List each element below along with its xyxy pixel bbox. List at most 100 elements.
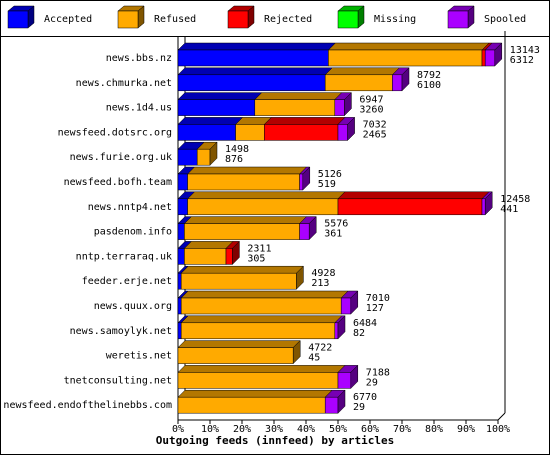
bar-segment	[392, 74, 403, 92]
bar-segment	[177, 124, 236, 141]
x-tick-label: 0%	[172, 424, 184, 435]
legend-label: Rejected	[264, 14, 312, 25]
bar-segment	[177, 173, 188, 191]
x-tick-label: 50%	[329, 424, 347, 435]
bar-segment	[177, 322, 182, 340]
accepted-label: 441	[500, 204, 518, 215]
bar-segment	[264, 124, 339, 141]
bar-segment	[196, 148, 211, 166]
bar-top	[254, 92, 343, 100]
x-tick-label: 90%	[457, 424, 475, 435]
bar-segment	[299, 173, 304, 191]
bar-side	[350, 364, 359, 390]
bar-segment	[177, 198, 188, 216]
legend-label: Missing	[374, 14, 416, 25]
offered-label: 5126	[318, 169, 342, 180]
bar-side	[347, 116, 355, 142]
accepted-label: 305	[247, 253, 265, 264]
bar-segment	[177, 372, 339, 389]
bar-segment	[177, 396, 326, 414]
bar-top	[177, 92, 263, 100]
accepted-label: 361	[324, 229, 342, 240]
legend-swatch	[447, 10, 469, 29]
y-tick-label: news.furie.org.uk	[70, 152, 172, 163]
offered-label: 1498	[225, 144, 249, 155]
bar-segment	[299, 223, 310, 240]
bar-top	[177, 340, 301, 348]
y-tick-label: feeder.erje.net	[82, 276, 172, 287]
bar-top	[327, 42, 490, 51]
x-tick-label: 80%	[425, 424, 443, 435]
y-tick-label: newsfeed.bofh.team	[64, 177, 172, 188]
bar-segment	[180, 322, 336, 340]
bar-segment	[177, 99, 256, 116]
bar-segment	[177, 272, 182, 290]
bar-segment	[481, 49, 486, 67]
bar-segment	[177, 49, 329, 67]
bar-top	[177, 365, 346, 373]
accepted-label: 876	[225, 154, 243, 165]
offered-label: 6770	[353, 392, 377, 403]
legend-swatch	[7, 10, 29, 29]
offered-label: 8792	[417, 70, 441, 81]
bar-segment	[184, 248, 227, 265]
bar-side	[350, 290, 359, 315]
legend-swatch	[117, 10, 139, 29]
legend-label: Refused	[154, 14, 196, 25]
bar-top	[177, 117, 244, 125]
bar-top	[183, 241, 234, 249]
offered-label: 6947	[359, 95, 383, 106]
bar-side	[337, 389, 346, 414]
legend-label: Spooled	[484, 14, 526, 25]
accepted-label: 29	[353, 402, 365, 413]
y-tick-label: news.quux.org	[94, 301, 172, 312]
offered-label: 2311	[247, 243, 271, 254]
bar-top	[180, 290, 349, 299]
bar-side	[494, 42, 503, 67]
bar-segment	[177, 297, 182, 315]
bar-segment	[481, 198, 486, 216]
bar-segment	[324, 396, 339, 414]
x-tick-label: 70%	[393, 424, 411, 435]
bar-top	[177, 42, 337, 51]
accepted-label: 6312	[510, 55, 534, 66]
bar-segment	[337, 198, 483, 216]
bar-segment	[484, 49, 496, 67]
x-tick-label: 40%	[297, 424, 315, 435]
accepted-label: 519	[318, 179, 336, 190]
bar-top	[183, 216, 308, 224]
bar-top	[177, 389, 333, 398]
legend-swatch	[337, 10, 359, 29]
bar-segment	[225, 248, 233, 265]
offered-label: 4722	[308, 343, 332, 354]
offered-label: 13143	[510, 45, 540, 56]
bar-segment	[235, 124, 265, 141]
bar-segment	[180, 297, 342, 315]
bar-segment	[328, 49, 483, 67]
y-tick-label: news.bbs.nz	[106, 53, 172, 64]
bar-segment	[177, 148, 198, 166]
bar-segment	[187, 173, 300, 191]
accepted-label: 29	[366, 377, 378, 388]
offered-label: 5576	[324, 219, 348, 230]
x-axis-title: Outgoing feeds (innfeed) by articles	[156, 434, 394, 447]
offered-label: 6484	[353, 318, 377, 329]
accepted-label: 45	[308, 353, 320, 364]
bar-segment	[254, 99, 336, 116]
y-tick-label: newsfeed.endofthelinebbs.com	[3, 400, 172, 411]
x-tick-label: 30%	[265, 424, 283, 435]
accepted-label: 213	[311, 278, 329, 289]
accepted-label: 82	[353, 328, 365, 339]
bar-segment	[177, 248, 185, 265]
bar-segment	[337, 372, 352, 389]
x-tick-label: 60%	[361, 424, 379, 435]
legend-swatch	[227, 10, 249, 29]
y-tick-label: weretis.net	[106, 351, 172, 362]
bar-side	[401, 67, 410, 92]
bar-top	[186, 166, 308, 175]
offered-label: 7032	[363, 119, 387, 130]
floor-edge	[497, 412, 506, 421]
bar-side	[308, 215, 317, 241]
bar-side	[344, 91, 352, 117]
y-tick-label: news.samoylyk.net	[70, 326, 172, 337]
